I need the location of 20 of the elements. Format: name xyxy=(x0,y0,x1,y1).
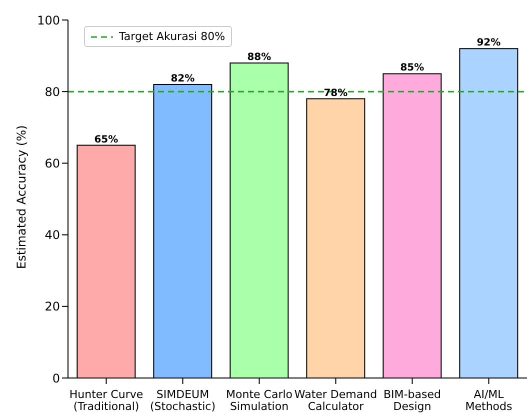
data-label: 65% xyxy=(94,134,118,146)
legend-label: Target Akurasi 80% xyxy=(119,30,226,43)
x-tick-label: Hunter Curve (Traditional) xyxy=(69,388,144,413)
data-label: 82% xyxy=(170,73,195,84)
data-label: 78% xyxy=(324,88,348,99)
x-tick-label: Monte Carlo Simulation xyxy=(226,388,293,413)
data-label: 92% xyxy=(476,38,501,49)
y-tick-label: 0 xyxy=(52,371,60,386)
y-tick-label: 40 xyxy=(44,228,60,242)
y-tick-label: 100 xyxy=(37,13,60,28)
y-tick-label: 60 xyxy=(44,156,60,170)
x-tick-label: Water Demand Calculator xyxy=(294,388,378,413)
data-label: 85% xyxy=(400,62,424,74)
data-label: 88% xyxy=(247,52,272,63)
x-tick-label: BIM-based Design xyxy=(384,388,441,413)
y-tick-label: 20 xyxy=(44,300,60,314)
x-tick-label: AI/ML Methods xyxy=(465,388,513,413)
y-tick-label: 80 xyxy=(44,84,60,99)
x-tick-label: SIMDEUM (Stochastic) xyxy=(150,388,216,413)
y-axis-title: Estimated Accuracy (%) xyxy=(14,125,28,269)
